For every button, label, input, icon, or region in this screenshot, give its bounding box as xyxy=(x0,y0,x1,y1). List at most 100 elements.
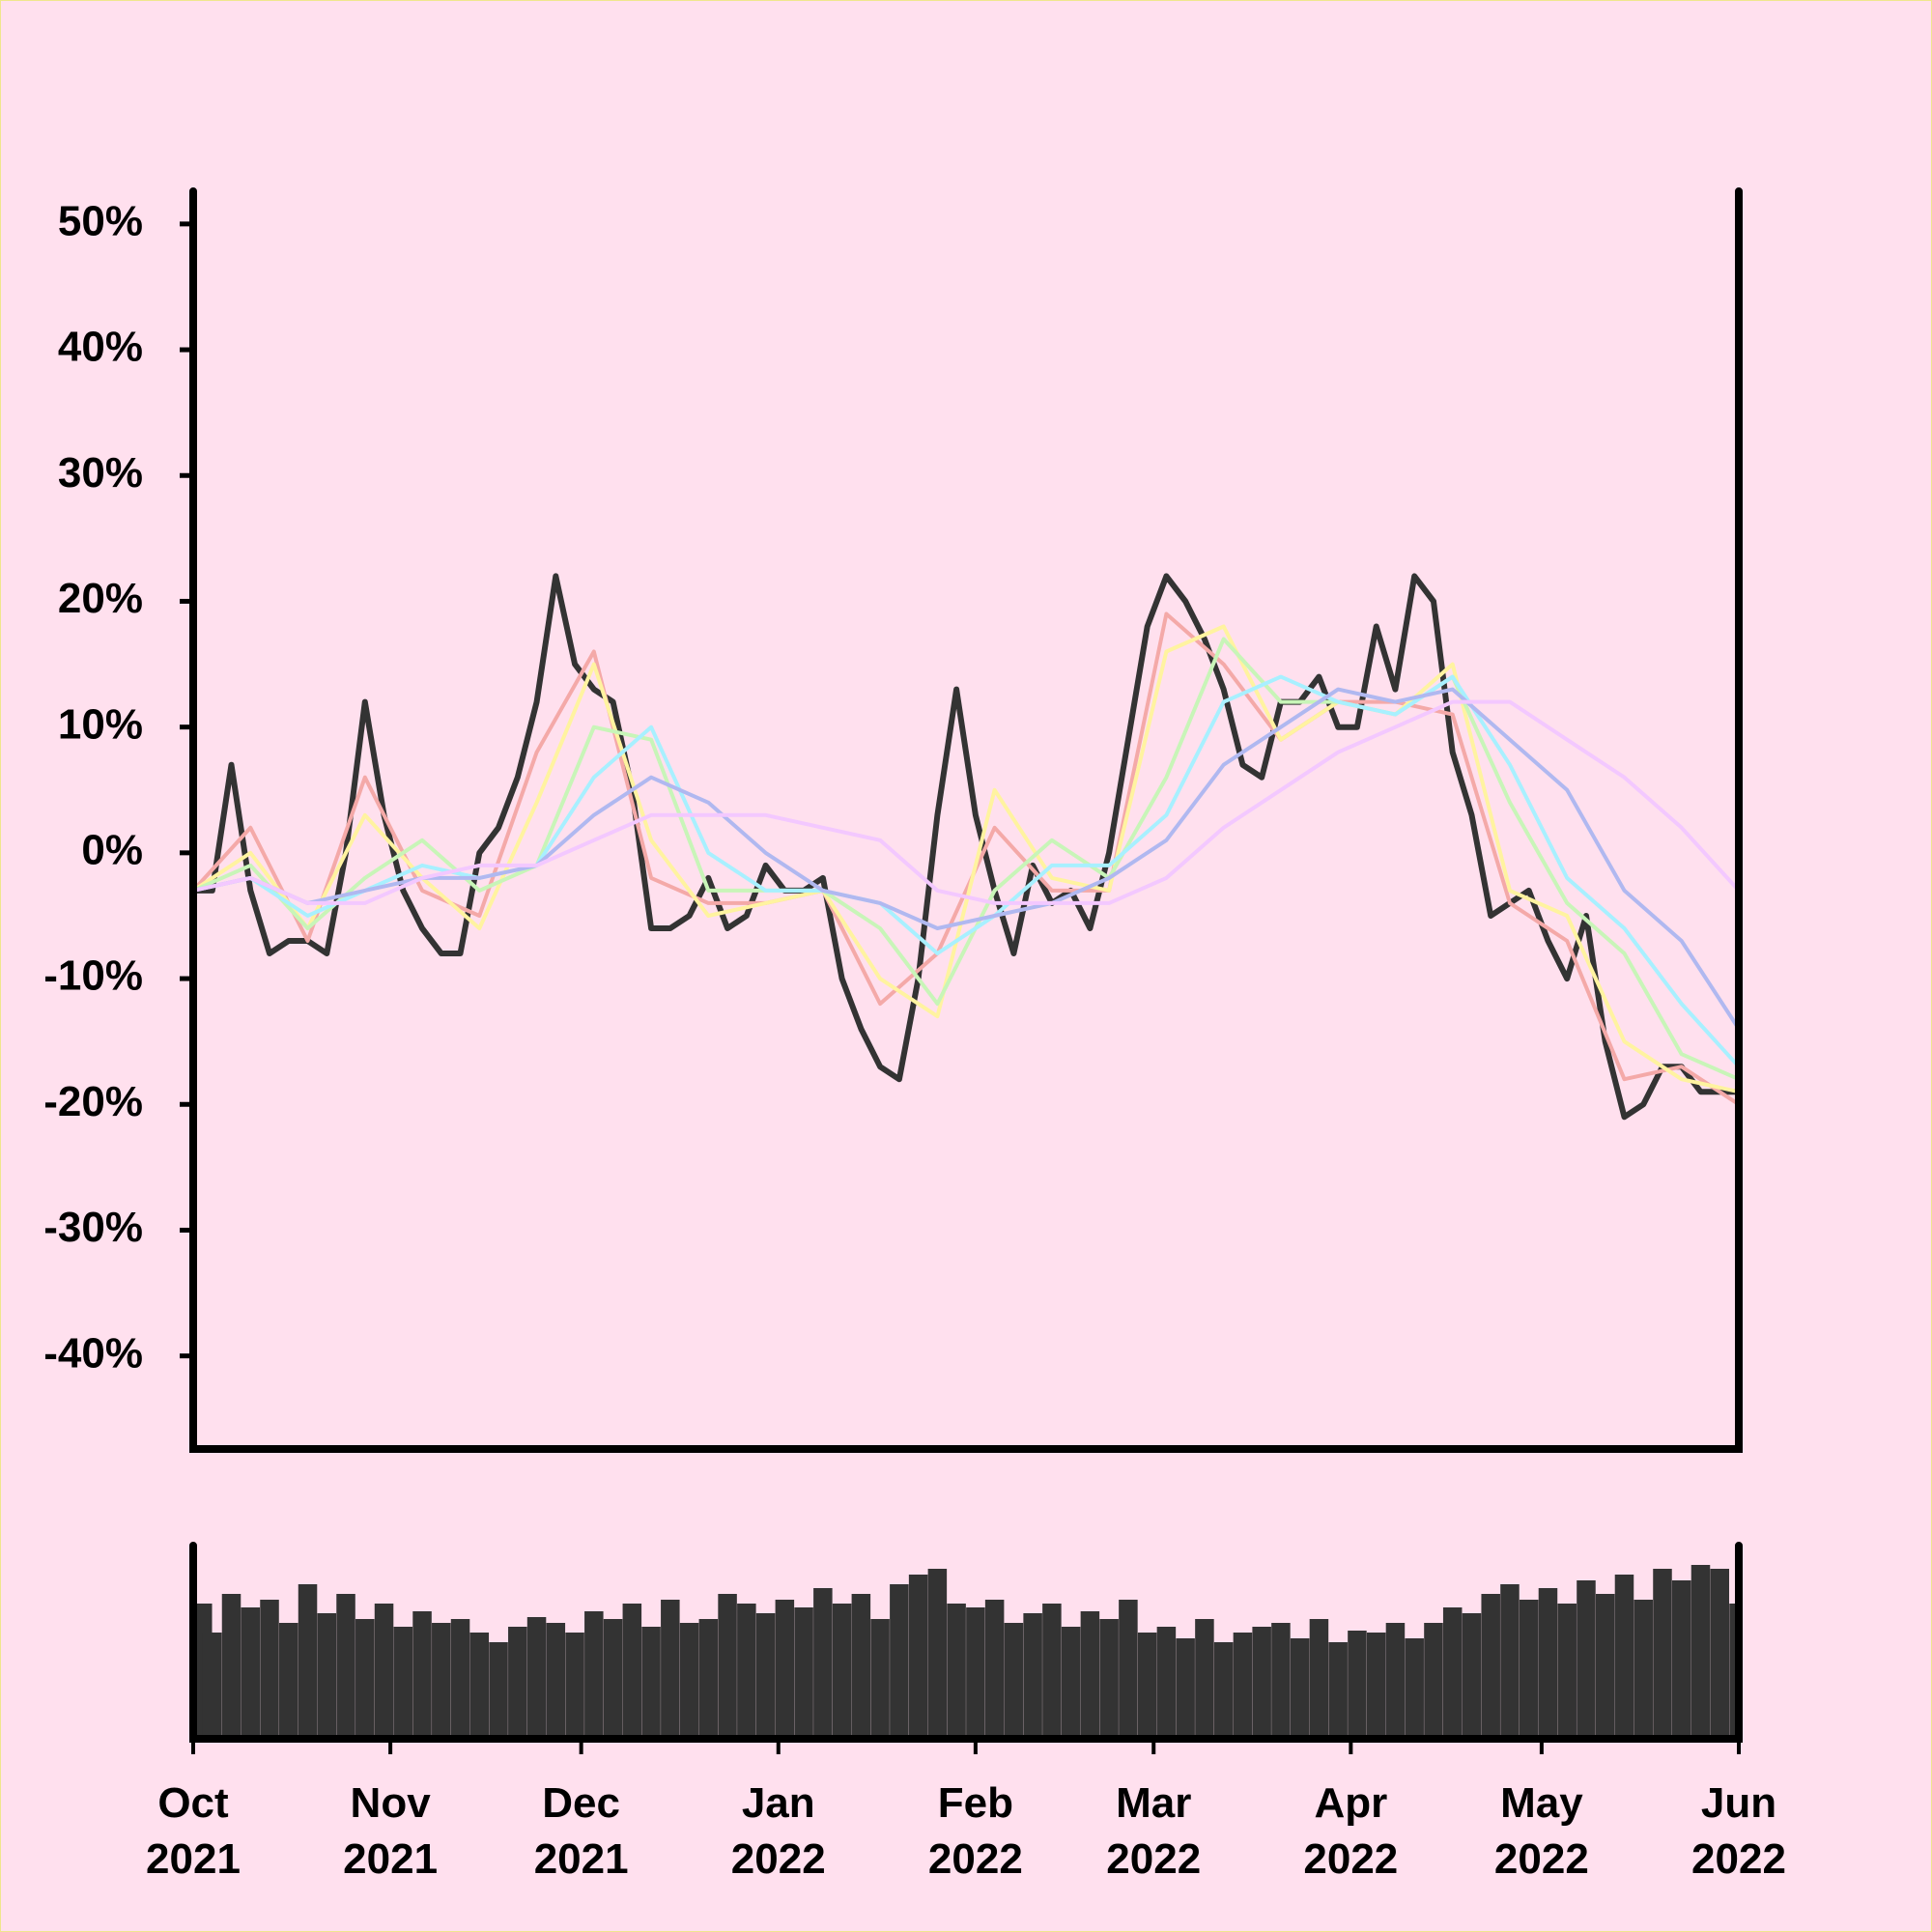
volume-bar xyxy=(1538,1588,1558,1739)
axis-frame xyxy=(189,187,1743,1453)
y-tick-label: 0% xyxy=(81,826,143,873)
volume-bar xyxy=(584,1611,604,1739)
volume-bar xyxy=(890,1584,909,1739)
volume-bar xyxy=(1195,1619,1214,1739)
volume-bar xyxy=(1042,1604,1062,1739)
volume-bar xyxy=(603,1619,623,1739)
volume-bar xyxy=(1176,1638,1195,1739)
volume-bar xyxy=(1366,1633,1386,1739)
volume-bar xyxy=(412,1611,432,1739)
volume-bar xyxy=(1348,1631,1367,1739)
volume-bar xyxy=(832,1604,852,1739)
volume-bar xyxy=(1481,1594,1500,1739)
y-tick-label: 20% xyxy=(58,575,143,622)
volume-bar xyxy=(221,1594,242,1739)
axis-frame xyxy=(189,1542,1743,1743)
volume-bar xyxy=(908,1575,928,1739)
y-tick-label: 10% xyxy=(58,700,143,748)
volume-bar xyxy=(679,1623,699,1739)
series-line xyxy=(193,573,1739,1121)
volume-bar xyxy=(1595,1594,1615,1739)
x-tick-label: May 2022 xyxy=(1493,1779,1589,1883)
volume-bar xyxy=(1710,1569,1730,1739)
volume-bar xyxy=(1099,1619,1119,1739)
volume-bar xyxy=(698,1619,719,1739)
volume-bar xyxy=(1634,1600,1653,1739)
volume-bar xyxy=(641,1627,661,1739)
volume-bar xyxy=(622,1604,642,1739)
volume-bar xyxy=(526,1617,547,1739)
volume-bar xyxy=(1328,1642,1348,1739)
series-line xyxy=(192,687,1741,1031)
volume-bar xyxy=(1137,1633,1157,1739)
volume-bar xyxy=(1405,1638,1424,1739)
series-line xyxy=(192,637,1740,1082)
volume-bar xyxy=(755,1613,776,1739)
x-tick-label: Dec 2021 xyxy=(533,1779,629,1883)
volume-bar xyxy=(1290,1638,1310,1739)
volume-bar xyxy=(336,1594,355,1739)
series-line xyxy=(192,699,1741,905)
volume-bar xyxy=(1119,1600,1138,1739)
x-tick-label: Oct 2021 xyxy=(146,1779,241,1883)
x-tick-label: Jun 2022 xyxy=(1691,1779,1786,1883)
volume-bar xyxy=(1690,1565,1711,1739)
y-tick-label: 30% xyxy=(58,449,143,497)
y-tick-label: 40% xyxy=(58,324,143,371)
x-tick-label: Apr 2022 xyxy=(1303,1779,1399,1883)
volume-bar xyxy=(851,1594,871,1739)
volume-bar xyxy=(1671,1580,1691,1739)
volume-bar xyxy=(775,1600,795,1739)
volume-bar xyxy=(984,1600,1005,1739)
x-tick-label: Feb 2022 xyxy=(927,1779,1023,1883)
volume-bar xyxy=(298,1584,318,1739)
volume-bar xyxy=(489,1642,508,1739)
volume-bar xyxy=(1442,1607,1463,1739)
volume-bar xyxy=(1500,1584,1520,1739)
volume-bar xyxy=(1729,1604,1739,1739)
volume-bar xyxy=(241,1607,261,1739)
volume-bar xyxy=(794,1607,813,1739)
volume-bar xyxy=(450,1619,470,1739)
volume-bar xyxy=(260,1600,279,1739)
volume-bar xyxy=(565,1633,584,1739)
y-tick-label: -20% xyxy=(43,1078,143,1125)
volume-bar xyxy=(202,1633,222,1739)
volume-bar xyxy=(374,1604,394,1739)
volume-bar xyxy=(1080,1611,1100,1739)
y-tick-label: -10% xyxy=(43,952,143,1000)
volume-bar xyxy=(317,1613,337,1739)
volume-bar xyxy=(432,1623,451,1739)
volume-bar xyxy=(355,1619,375,1739)
volume-bar xyxy=(1653,1569,1672,1739)
volume-bar xyxy=(737,1604,756,1739)
volume-bar xyxy=(1577,1580,1596,1739)
series-line xyxy=(191,611,1741,1106)
x-tick-label: Jan 2022 xyxy=(730,1779,826,1883)
volume-bar xyxy=(1557,1604,1577,1739)
x-tick-label: Nov 2021 xyxy=(343,1779,439,1883)
y-tick-label: -30% xyxy=(43,1204,143,1251)
volume-bar xyxy=(966,1607,985,1739)
volume-bar xyxy=(279,1623,298,1739)
volume-bar xyxy=(1519,1600,1539,1739)
y-tick-label: 50% xyxy=(58,197,143,244)
volume-bar xyxy=(1252,1627,1271,1739)
volume-bar xyxy=(1424,1623,1443,1739)
y-tick-label: -40% xyxy=(43,1329,143,1377)
volume-bar xyxy=(393,1627,413,1739)
volume-bar xyxy=(1462,1613,1482,1739)
volume-bar xyxy=(508,1627,527,1739)
volume-bar xyxy=(1309,1619,1329,1739)
volume-bar xyxy=(661,1600,680,1739)
series-line xyxy=(191,624,1740,1094)
volume-bar xyxy=(947,1604,966,1739)
volume-bar xyxy=(1023,1613,1042,1739)
volume-bar xyxy=(1004,1623,1024,1739)
volume-bar xyxy=(813,1588,833,1739)
volume-bar xyxy=(1271,1623,1291,1739)
volume-bar xyxy=(1213,1642,1234,1739)
volume-bar xyxy=(1156,1627,1177,1739)
